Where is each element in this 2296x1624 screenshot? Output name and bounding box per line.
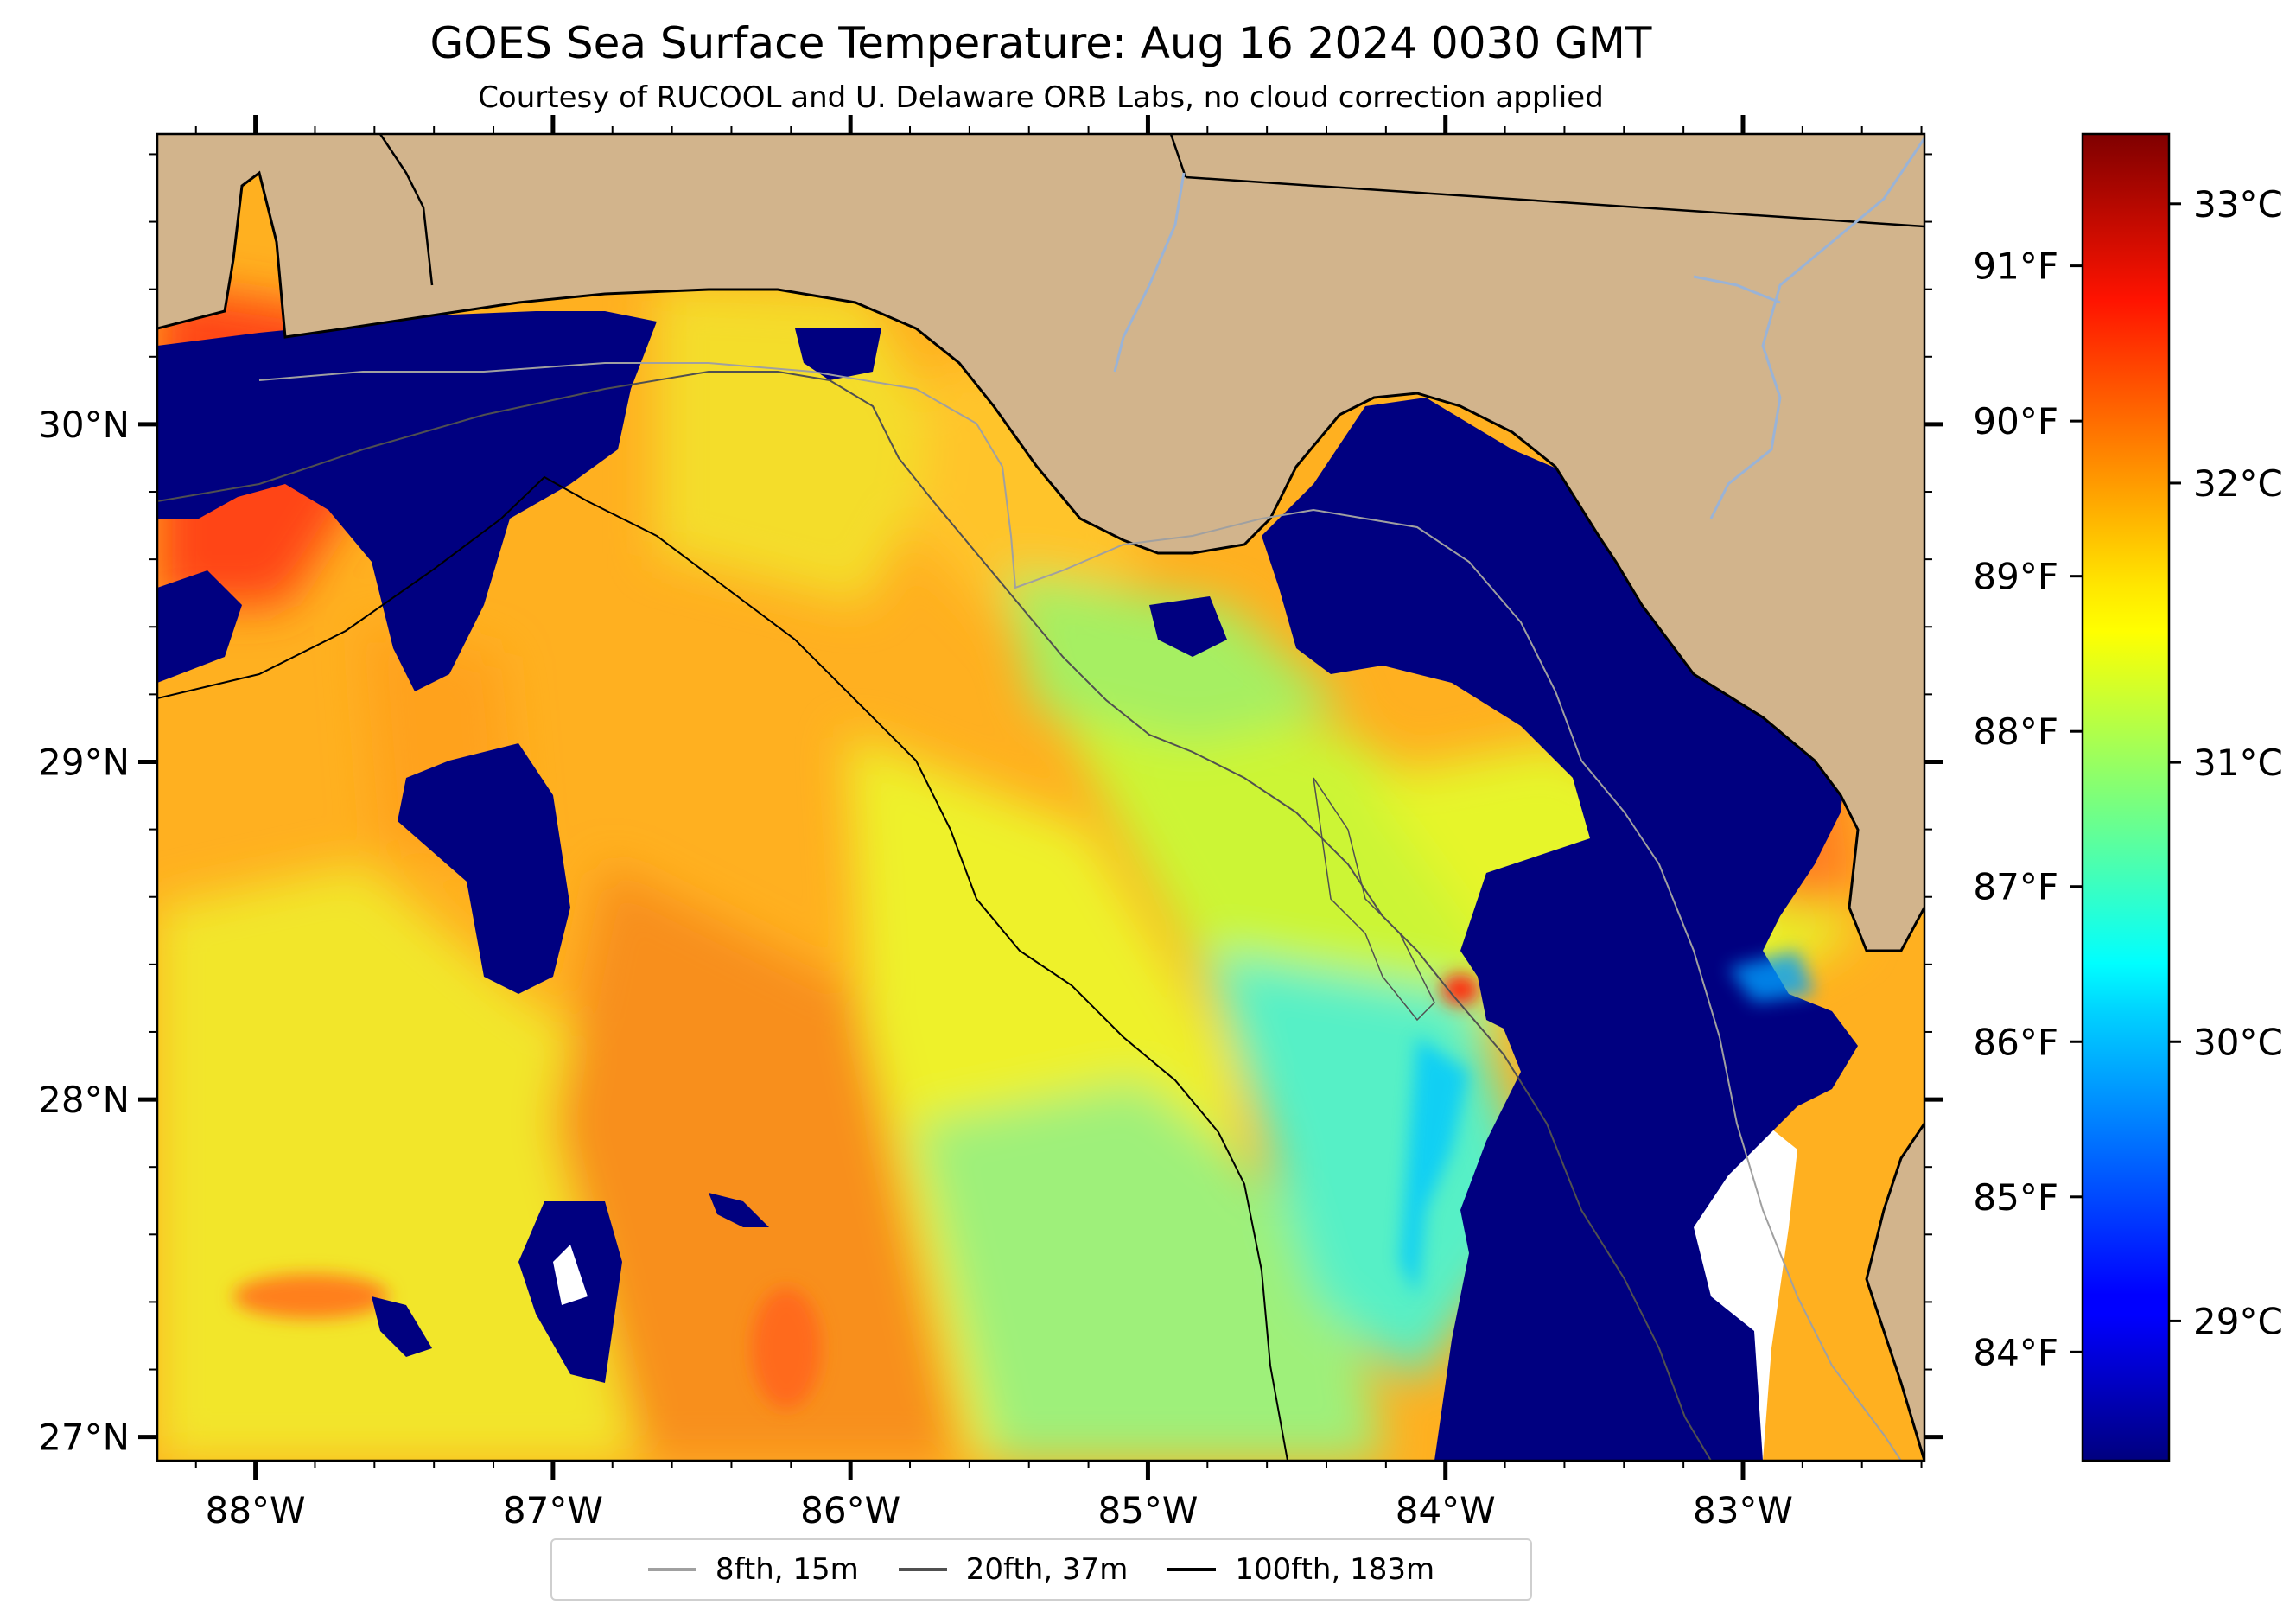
lon-tick-label: 83°W [1693, 1489, 1793, 1532]
map-title: GOES Sea Surface Temperature: Aug 16 202… [429, 18, 1652, 68]
colorbar-f-label: 86°F [1973, 1021, 2058, 1063]
legend-label-100fth: 100fth, 183m [1235, 1552, 1435, 1587]
legend-item-20fth: 20fth, 37m [898, 1552, 1129, 1587]
colorbar-gradient [2081, 132, 2171, 1462]
colorbar-ticks: 33°C 32°C 31°C 30°C 29°C 91°F 90°F 89°F 88°F 87°F… [1973, 183, 2282, 1374]
sst-field [157, 134, 1924, 1461]
map-frame [156, 132, 1926, 1462]
colorbar-f-label: 84°F [1973, 1331, 2058, 1373]
lon-tick-label: 85°W [1097, 1489, 1198, 1532]
colorbar-c-label: 33°C [2193, 183, 2283, 226]
colorbar-f-label: 91°F [1973, 245, 2058, 288]
land [157, 134, 1924, 1461]
lat-tick-label: 29°N [38, 741, 130, 783]
colorbar-f-label: 89°F [1973, 556, 2058, 598]
colorbar-f-label: 88°F [1973, 710, 2058, 753]
legend-item-100fth: 100fth, 183m [1167, 1552, 1434, 1587]
contour-legend: 8fth, 15m 20fth, 37m 100fth, 183m [550, 1538, 1532, 1601]
colorbar-c-label: 30°C [2193, 1021, 2283, 1063]
lat-tick-label: 27°N [38, 1417, 130, 1459]
colorbar-f-label: 85°F [1973, 1176, 2058, 1219]
colorbar-c-label: 32°C [2193, 462, 2283, 505]
lon-tick-label: 87°W [503, 1489, 603, 1532]
colorbar-f-label: 87°F [1973, 866, 2058, 908]
legend-line-8fth [647, 1568, 696, 1571]
legend-line-100fth [1167, 1568, 1217, 1571]
colorbar-f-label: 90°F [1973, 400, 2058, 443]
legend-item-8fth: 8fth, 15m [647, 1552, 859, 1587]
lat-tick-label: 30°N [38, 404, 130, 446]
colorbar: 33°C 32°C 31°C 30°C 29°C 91°F 90°F 89°F 88°F 87°F… [1973, 132, 2283, 1462]
legend-label-20fth: 20fth, 37m [965, 1552, 1129, 1587]
map-axes: 88°W 87°W 86°W 85°W 84°W 83°W 30°N 29°N 28°N 27°N [38, 115, 1943, 1532]
lat-tick-label: 28°N [38, 1079, 130, 1121]
colorbar-c-label: 31°C [2193, 742, 2283, 784]
lon-tick-label: 88°W [206, 1489, 306, 1532]
lon-tick-label: 84°W [1396, 1489, 1496, 1532]
lon-tick-label: 86°W [800, 1489, 900, 1532]
legend-line-20fth [898, 1568, 947, 1571]
colorbar-c-label: 29°C [2193, 1300, 2283, 1342]
map-subtitle: Courtesy of RUCOOL and U. Delaware ORB L… [478, 80, 1604, 115]
legend-label-8fth: 8fth, 15m [715, 1552, 859, 1587]
